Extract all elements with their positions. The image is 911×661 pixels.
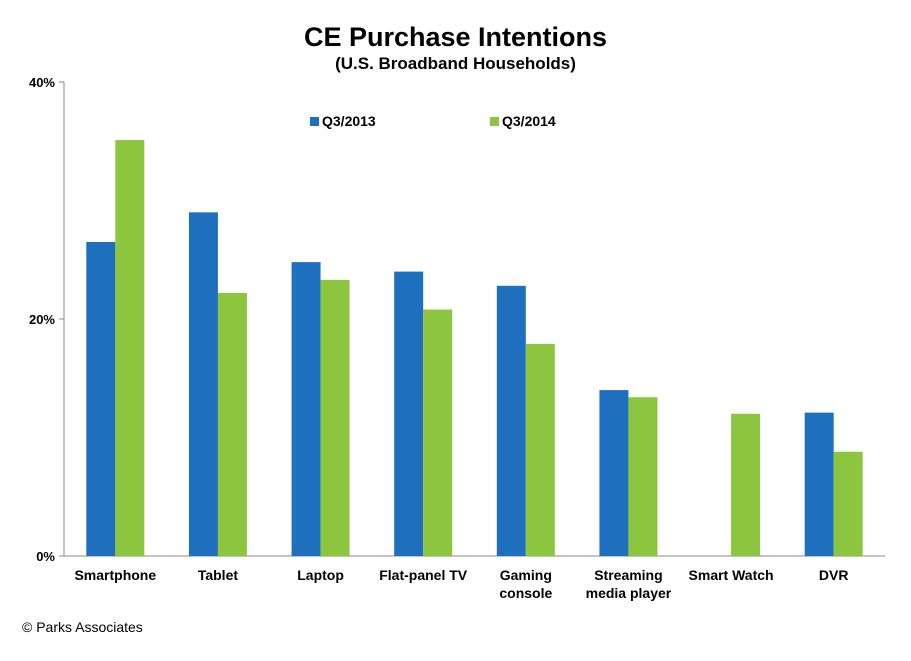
bar-q3-2013 (496, 285, 526, 556)
legend-swatch (490, 117, 499, 126)
bar-q3-2014 (525, 343, 555, 556)
bar-q3-2014 (320, 279, 350, 556)
category-label: Laptop (297, 567, 344, 583)
y-tick-label: 40% (29, 75, 55, 90)
chart-title: CE Purchase Intentions (303, 22, 608, 52)
category-label: media player (586, 585, 672, 601)
y-tick-label: 0% (36, 549, 55, 564)
bar-q3-2014 (423, 309, 453, 556)
bar-q3-2013 (86, 241, 116, 556)
category-label: DVR (819, 567, 849, 583)
category-label: Streaming (594, 567, 662, 583)
bar-q3-2013 (188, 212, 218, 556)
legend-label: Q3/2014 (502, 113, 556, 129)
bar-q3-2013 (394, 271, 424, 556)
legend-swatch (310, 117, 319, 126)
legend-label: Q3/2013 (322, 113, 376, 129)
bars (86, 140, 863, 556)
bar-q3-2013 (291, 262, 321, 556)
bar-q3-2014 (731, 413, 761, 556)
category-label: Gaming (500, 567, 552, 583)
bar-q3-2013 (599, 390, 629, 556)
category-label: Tablet (198, 567, 239, 583)
category-label: console (499, 585, 552, 601)
bar-q3-2014 (217, 292, 247, 556)
category-label: Smartphone (74, 567, 156, 583)
category-label: Flat-panel TV (379, 567, 468, 583)
bar-q3-2013 (804, 412, 834, 556)
bar-q3-2014 (628, 397, 658, 556)
source-credit: © Parks Associates (22, 619, 143, 635)
category-labels: Smartphone Tablet Laptop Flat-panel TV Gamin… (74, 567, 848, 601)
y-ticks: 0% 20% 40% (29, 75, 64, 564)
bar-q3-2014 (115, 140, 145, 556)
y-tick-label: 20% (29, 312, 55, 327)
category-label: Smart Watch (689, 567, 774, 583)
legend: Q3/2013 Q3/2014 (310, 113, 556, 129)
bar-q3-2014 (833, 451, 863, 556)
chart-subtitle: (U.S. Broadband Households) (335, 54, 576, 73)
